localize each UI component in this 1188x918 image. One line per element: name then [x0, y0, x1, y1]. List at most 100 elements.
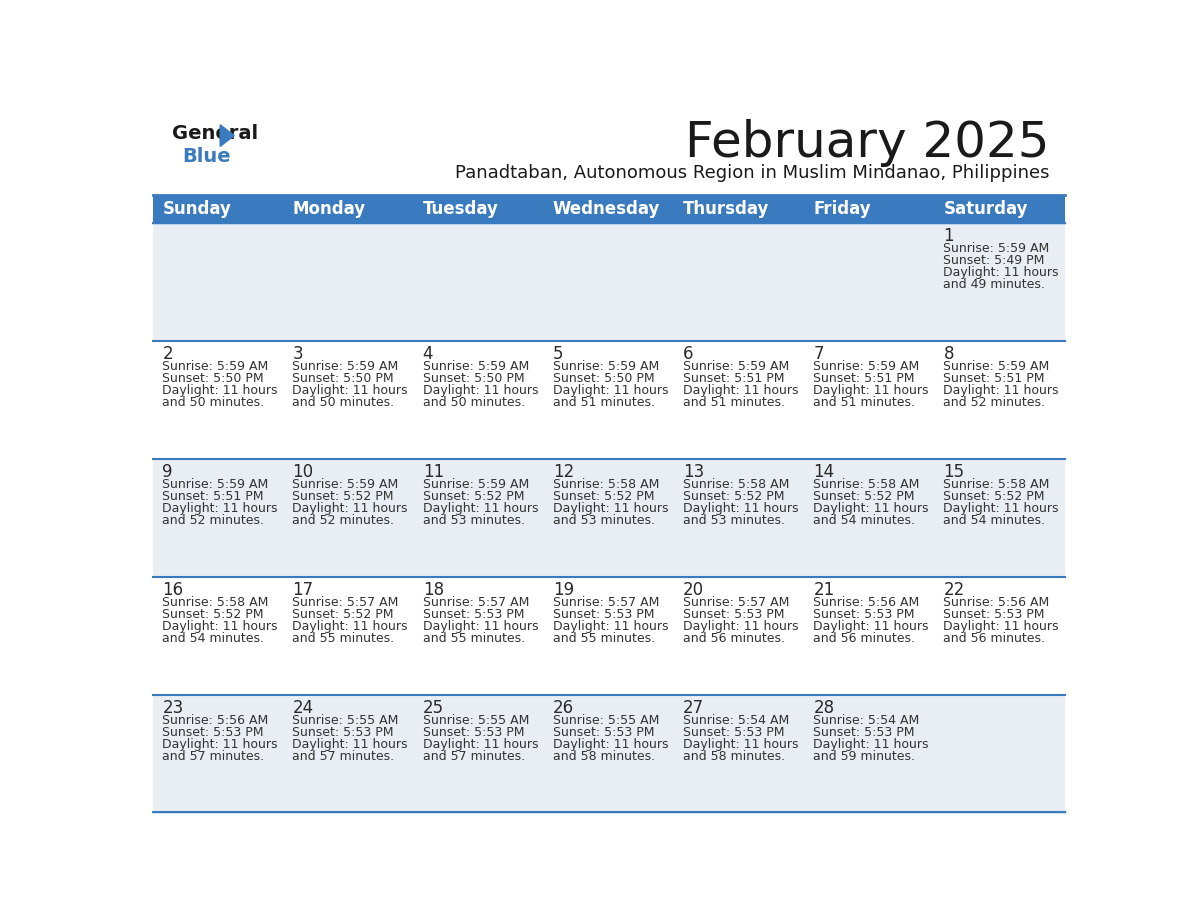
- Bar: [804, 195, 934, 223]
- Text: and 50 minutes.: and 50 minutes.: [163, 396, 265, 409]
- Text: 3: 3: [292, 345, 303, 364]
- Text: and 52 minutes.: and 52 minutes.: [943, 396, 1045, 409]
- Bar: [804, 695, 934, 812]
- Text: Daylight: 11 hours: Daylight: 11 hours: [552, 620, 669, 633]
- Text: Sunrise: 5:55 AM: Sunrise: 5:55 AM: [292, 714, 399, 727]
- Text: Sunset: 5:52 PM: Sunset: 5:52 PM: [943, 490, 1045, 503]
- Text: Sunrise: 5:58 AM: Sunrise: 5:58 AM: [552, 478, 659, 491]
- Text: Sunrise: 5:59 AM: Sunrise: 5:59 AM: [292, 478, 399, 491]
- Text: 20: 20: [683, 581, 704, 599]
- Bar: [413, 223, 544, 341]
- Text: and 51 minutes.: and 51 minutes.: [683, 396, 785, 409]
- Bar: [804, 459, 934, 577]
- Text: Sunrise: 5:54 AM: Sunrise: 5:54 AM: [814, 714, 920, 727]
- Text: and 57 minutes.: and 57 minutes.: [292, 750, 394, 763]
- Text: Daylight: 11 hours: Daylight: 11 hours: [163, 384, 278, 397]
- Text: and 58 minutes.: and 58 minutes.: [683, 750, 785, 763]
- Text: Thursday: Thursday: [683, 200, 770, 218]
- Text: Sunday: Sunday: [163, 200, 232, 218]
- Text: Sunset: 5:52 PM: Sunset: 5:52 PM: [163, 608, 264, 621]
- Text: Panadtaban, Autonomous Region in Muslim Mindanao, Philippines: Panadtaban, Autonomous Region in Muslim …: [455, 164, 1050, 182]
- Text: Sunrise: 5:59 AM: Sunrise: 5:59 AM: [683, 360, 789, 373]
- Text: Sunset: 5:53 PM: Sunset: 5:53 PM: [163, 726, 264, 739]
- Text: Daylight: 11 hours: Daylight: 11 hours: [683, 738, 798, 751]
- Bar: [674, 223, 804, 341]
- Text: Daylight: 11 hours: Daylight: 11 hours: [292, 738, 407, 751]
- Text: Sunrise: 5:56 AM: Sunrise: 5:56 AM: [163, 714, 268, 727]
- Text: Sunrise: 5:59 AM: Sunrise: 5:59 AM: [423, 478, 529, 491]
- Text: 2: 2: [163, 345, 173, 364]
- Text: and 59 minutes.: and 59 minutes.: [814, 750, 915, 763]
- Bar: [804, 223, 934, 341]
- Bar: [413, 695, 544, 812]
- Text: General: General: [172, 124, 258, 143]
- Text: Daylight: 11 hours: Daylight: 11 hours: [423, 502, 538, 515]
- Text: and 51 minutes.: and 51 minutes.: [814, 396, 915, 409]
- Bar: [674, 577, 804, 695]
- Text: 27: 27: [683, 699, 704, 717]
- Text: 17: 17: [292, 581, 314, 599]
- Text: and 55 minutes.: and 55 minutes.: [292, 632, 394, 644]
- Text: 15: 15: [943, 463, 965, 481]
- Bar: [544, 341, 674, 459]
- Text: and 56 minutes.: and 56 minutes.: [943, 632, 1045, 644]
- Bar: [153, 195, 284, 223]
- Text: 23: 23: [163, 699, 183, 717]
- Text: Daylight: 11 hours: Daylight: 11 hours: [292, 502, 407, 515]
- Text: Daylight: 11 hours: Daylight: 11 hours: [814, 384, 929, 397]
- Text: Wednesday: Wednesday: [552, 200, 661, 218]
- Text: Sunrise: 5:59 AM: Sunrise: 5:59 AM: [943, 360, 1050, 373]
- Text: Daylight: 11 hours: Daylight: 11 hours: [943, 620, 1059, 633]
- Text: Sunrise: 5:57 AM: Sunrise: 5:57 AM: [423, 596, 529, 609]
- Bar: [674, 459, 804, 577]
- Text: Sunrise: 5:55 AM: Sunrise: 5:55 AM: [552, 714, 659, 727]
- Text: Sunset: 5:50 PM: Sunset: 5:50 PM: [423, 372, 524, 385]
- Text: and 58 minutes.: and 58 minutes.: [552, 750, 655, 763]
- Text: February 2025: February 2025: [685, 119, 1050, 167]
- Text: Daylight: 11 hours: Daylight: 11 hours: [163, 620, 278, 633]
- Text: Sunrise: 5:58 AM: Sunrise: 5:58 AM: [814, 478, 920, 491]
- Text: Daylight: 11 hours: Daylight: 11 hours: [814, 502, 929, 515]
- Text: Sunset: 5:53 PM: Sunset: 5:53 PM: [814, 726, 915, 739]
- Text: Sunrise: 5:59 AM: Sunrise: 5:59 AM: [163, 360, 268, 373]
- Text: Sunrise: 5:59 AM: Sunrise: 5:59 AM: [163, 478, 268, 491]
- Bar: [284, 341, 413, 459]
- Text: Sunset: 5:53 PM: Sunset: 5:53 PM: [943, 608, 1045, 621]
- Text: and 57 minutes.: and 57 minutes.: [163, 750, 265, 763]
- Text: Daylight: 11 hours: Daylight: 11 hours: [163, 738, 278, 751]
- Text: 13: 13: [683, 463, 704, 481]
- Text: Tuesday: Tuesday: [423, 200, 499, 218]
- Text: Daylight: 11 hours: Daylight: 11 hours: [943, 384, 1059, 397]
- Text: 24: 24: [292, 699, 314, 717]
- Text: Daylight: 11 hours: Daylight: 11 hours: [292, 620, 407, 633]
- Text: Sunset: 5:50 PM: Sunset: 5:50 PM: [163, 372, 264, 385]
- Text: Sunset: 5:51 PM: Sunset: 5:51 PM: [683, 372, 784, 385]
- Text: Sunrise: 5:59 AM: Sunrise: 5:59 AM: [423, 360, 529, 373]
- Text: Sunrise: 5:59 AM: Sunrise: 5:59 AM: [814, 360, 920, 373]
- Text: Sunset: 5:52 PM: Sunset: 5:52 PM: [292, 490, 394, 503]
- Text: Sunset: 5:49 PM: Sunset: 5:49 PM: [943, 254, 1044, 267]
- Text: 5: 5: [552, 345, 563, 364]
- Text: Sunset: 5:52 PM: Sunset: 5:52 PM: [814, 490, 915, 503]
- Text: Saturday: Saturday: [943, 200, 1028, 218]
- Text: Daylight: 11 hours: Daylight: 11 hours: [683, 620, 798, 633]
- Bar: [934, 195, 1064, 223]
- Text: Daylight: 11 hours: Daylight: 11 hours: [423, 384, 538, 397]
- Text: Sunrise: 5:56 AM: Sunrise: 5:56 AM: [943, 596, 1050, 609]
- Text: Sunset: 5:53 PM: Sunset: 5:53 PM: [683, 726, 784, 739]
- Text: Daylight: 11 hours: Daylight: 11 hours: [814, 738, 929, 751]
- Text: and 50 minutes.: and 50 minutes.: [423, 396, 525, 409]
- Text: 16: 16: [163, 581, 183, 599]
- Text: Sunrise: 5:59 AM: Sunrise: 5:59 AM: [943, 242, 1050, 255]
- Text: Sunrise: 5:58 AM: Sunrise: 5:58 AM: [943, 478, 1050, 491]
- Text: 22: 22: [943, 581, 965, 599]
- Bar: [413, 341, 544, 459]
- Bar: [544, 195, 674, 223]
- Text: Sunset: 5:52 PM: Sunset: 5:52 PM: [423, 490, 524, 503]
- Bar: [544, 223, 674, 341]
- Text: 1: 1: [943, 227, 954, 245]
- Text: Daylight: 11 hours: Daylight: 11 hours: [814, 620, 929, 633]
- Bar: [284, 695, 413, 812]
- Text: 9: 9: [163, 463, 172, 481]
- Text: Daylight: 11 hours: Daylight: 11 hours: [552, 384, 669, 397]
